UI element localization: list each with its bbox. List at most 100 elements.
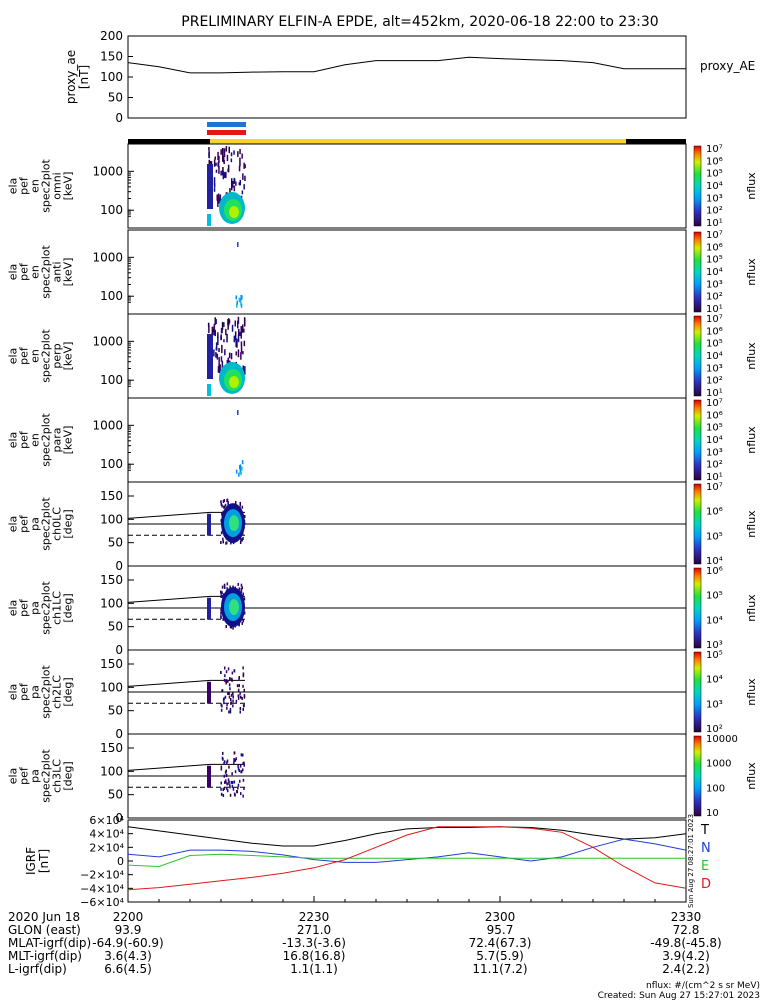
- colorbar-label: 10⁶: [706, 566, 723, 577]
- spectrogram-pixel: [224, 349, 226, 356]
- spectrogram-pixel: [240, 471, 242, 476]
- igrf-side-note: Sun Aug 27 08:27:01 2023: [687, 814, 695, 908]
- spectrogram-pixel: [240, 303, 243, 308]
- energy-tick-label: 100: [100, 373, 123, 387]
- pa-spectrogram-pixel: [220, 502, 223, 506]
- spectrogram-pixel: [230, 152, 233, 157]
- energy-panel-frame: [127, 229, 687, 315]
- pa-ylabel-line: ela: [7, 768, 20, 785]
- igrf-legend-E: E: [701, 859, 709, 874]
- spectrogram-pixel: [233, 185, 236, 192]
- pa-tick-label: 0: [115, 727, 123, 741]
- pa-spectrogram-pixel: [224, 666, 226, 670]
- igrf-legend-N: N: [701, 841, 711, 856]
- pa-spectrogram-pixel: [237, 688, 240, 692]
- pa-spectrogram-pixel: [220, 787, 222, 791]
- colorbar-strip: [693, 567, 702, 649]
- pa-spectrogram-pixel: [226, 582, 229, 586]
- pa-spectrogram-pixel: [228, 710, 230, 714]
- pa-tick-label: 50: [108, 536, 123, 550]
- colorbar-label: 10²: [706, 376, 723, 387]
- colorbar-label: 10⁶: [706, 326, 723, 337]
- pa-loss-cone-line: [127, 763, 245, 771]
- colorbar-label: 10³: [706, 699, 723, 710]
- spectrogram-pixel: [243, 162, 245, 169]
- time-tick-label: 2200: [113, 910, 144, 924]
- pa-spectrogram-pixel: [228, 765, 230, 769]
- colorbar-label: 10²: [706, 292, 723, 303]
- spectrogram-pixel: [239, 464, 242, 469]
- pa-spectrogram-pixel: [230, 625, 232, 629]
- proxy-ae-tick-label: 100: [100, 70, 123, 84]
- science-segment-blue: [207, 122, 246, 127]
- energy-ylabel-line: pef: [18, 262, 31, 281]
- pa-spectrogram-pixel: [226, 703, 228, 707]
- spectrogram-pixel: [231, 181, 233, 191]
- pa-spectrogram-pixel: [231, 772, 233, 776]
- spectrogram-pixel: [223, 322, 225, 328]
- spectrogram-pixel: [231, 324, 234, 332]
- spectrogram-pixel: [208, 147, 210, 151]
- ephemeris-value: 11.1(7.2): [472, 962, 527, 976]
- spectrogram-pixel: [240, 341, 243, 347]
- energy-ylabel-line: pef: [18, 346, 31, 365]
- pa-spectrogram-column: [207, 597, 211, 620]
- pa-spectrogram-pixel: [235, 757, 237, 761]
- spectrogram-pixel: [237, 242, 239, 247]
- colorbar-label: 10³: [706, 447, 723, 458]
- spectrogram-pixel: [223, 339, 225, 343]
- pa-tick-label: 100: [100, 512, 123, 526]
- pa-spectrogram-pixel: [233, 761, 235, 765]
- spectrogram-pixel: [217, 161, 220, 168]
- proxy-ae-tick-label: 0: [115, 111, 123, 125]
- igrf-series-T: [127, 826, 687, 847]
- colorbar-label: 10³: [706, 363, 723, 374]
- proxy-ae-ylabel: proxy_ae [nT]: [64, 50, 91, 104]
- spectrogram-pixel: [213, 177, 216, 186]
- spectrogram-pixel: [214, 156, 216, 160]
- pa-spectrogram-pixel: [243, 597, 246, 601]
- spectrogram-pixel: [218, 348, 220, 353]
- igrf-ylabel-line: [nT]: [37, 849, 51, 873]
- spectrogram-pixel: [227, 321, 229, 330]
- ephemeris-value: 2.4(2.2): [662, 962, 710, 976]
- spectrogram-pixel: [237, 316, 240, 324]
- spectrogram-pixel: [235, 295, 237, 300]
- pa-spectrogram-pixel: [229, 585, 231, 589]
- colorbar-label: 10²: [706, 724, 723, 735]
- colorbar-unit: nflux: [745, 678, 758, 706]
- energy-tick-label: 1000: [92, 164, 123, 178]
- pa-spectrogram-pixel: [240, 590, 243, 593]
- pa-spectrogram-pixel: [223, 774, 225, 778]
- igrf-ylabel-line: IGRF: [24, 847, 38, 875]
- pa-spectrogram-pixel: [241, 586, 243, 590]
- colorbar-4: 10⁷ 10⁶ 10⁵ 10⁴ nflux: [693, 482, 758, 567]
- colorbar-label: 10²: [706, 206, 723, 217]
- pa-spectrogram-pixel: [225, 679, 228, 683]
- spectrogram-pixel: [239, 149, 241, 155]
- spectrogram-pixel: [232, 181, 234, 188]
- igrf-tick-label: 2×10⁴: [89, 841, 124, 854]
- pa-spectrogram-pixel: [231, 671, 234, 675]
- spectrogram-pixel: [233, 335, 236, 343]
- pa-spectrogram-pixel: [222, 537, 224, 541]
- energy-ylabel-line: anti: [51, 261, 64, 282]
- proxy-ae-tick-label: 50: [108, 91, 123, 105]
- colorbar-label: 10²: [706, 460, 723, 471]
- igrf-frame: [127, 819, 687, 903]
- energy-tick-label: 100: [100, 457, 123, 471]
- pa-spectrogram-pixel: [239, 779, 241, 783]
- spectrogram-pixel: [215, 342, 218, 351]
- energy-tick-label: 100: [100, 289, 123, 303]
- colorbar-label: 1000: [706, 759, 731, 770]
- pa-spectrogram-pixel: [225, 670, 228, 674]
- pa-spectrogram-pixel: [238, 769, 241, 773]
- colorbar-label: 10⁷: [706, 230, 723, 241]
- spectrogram-pixel: [208, 325, 210, 334]
